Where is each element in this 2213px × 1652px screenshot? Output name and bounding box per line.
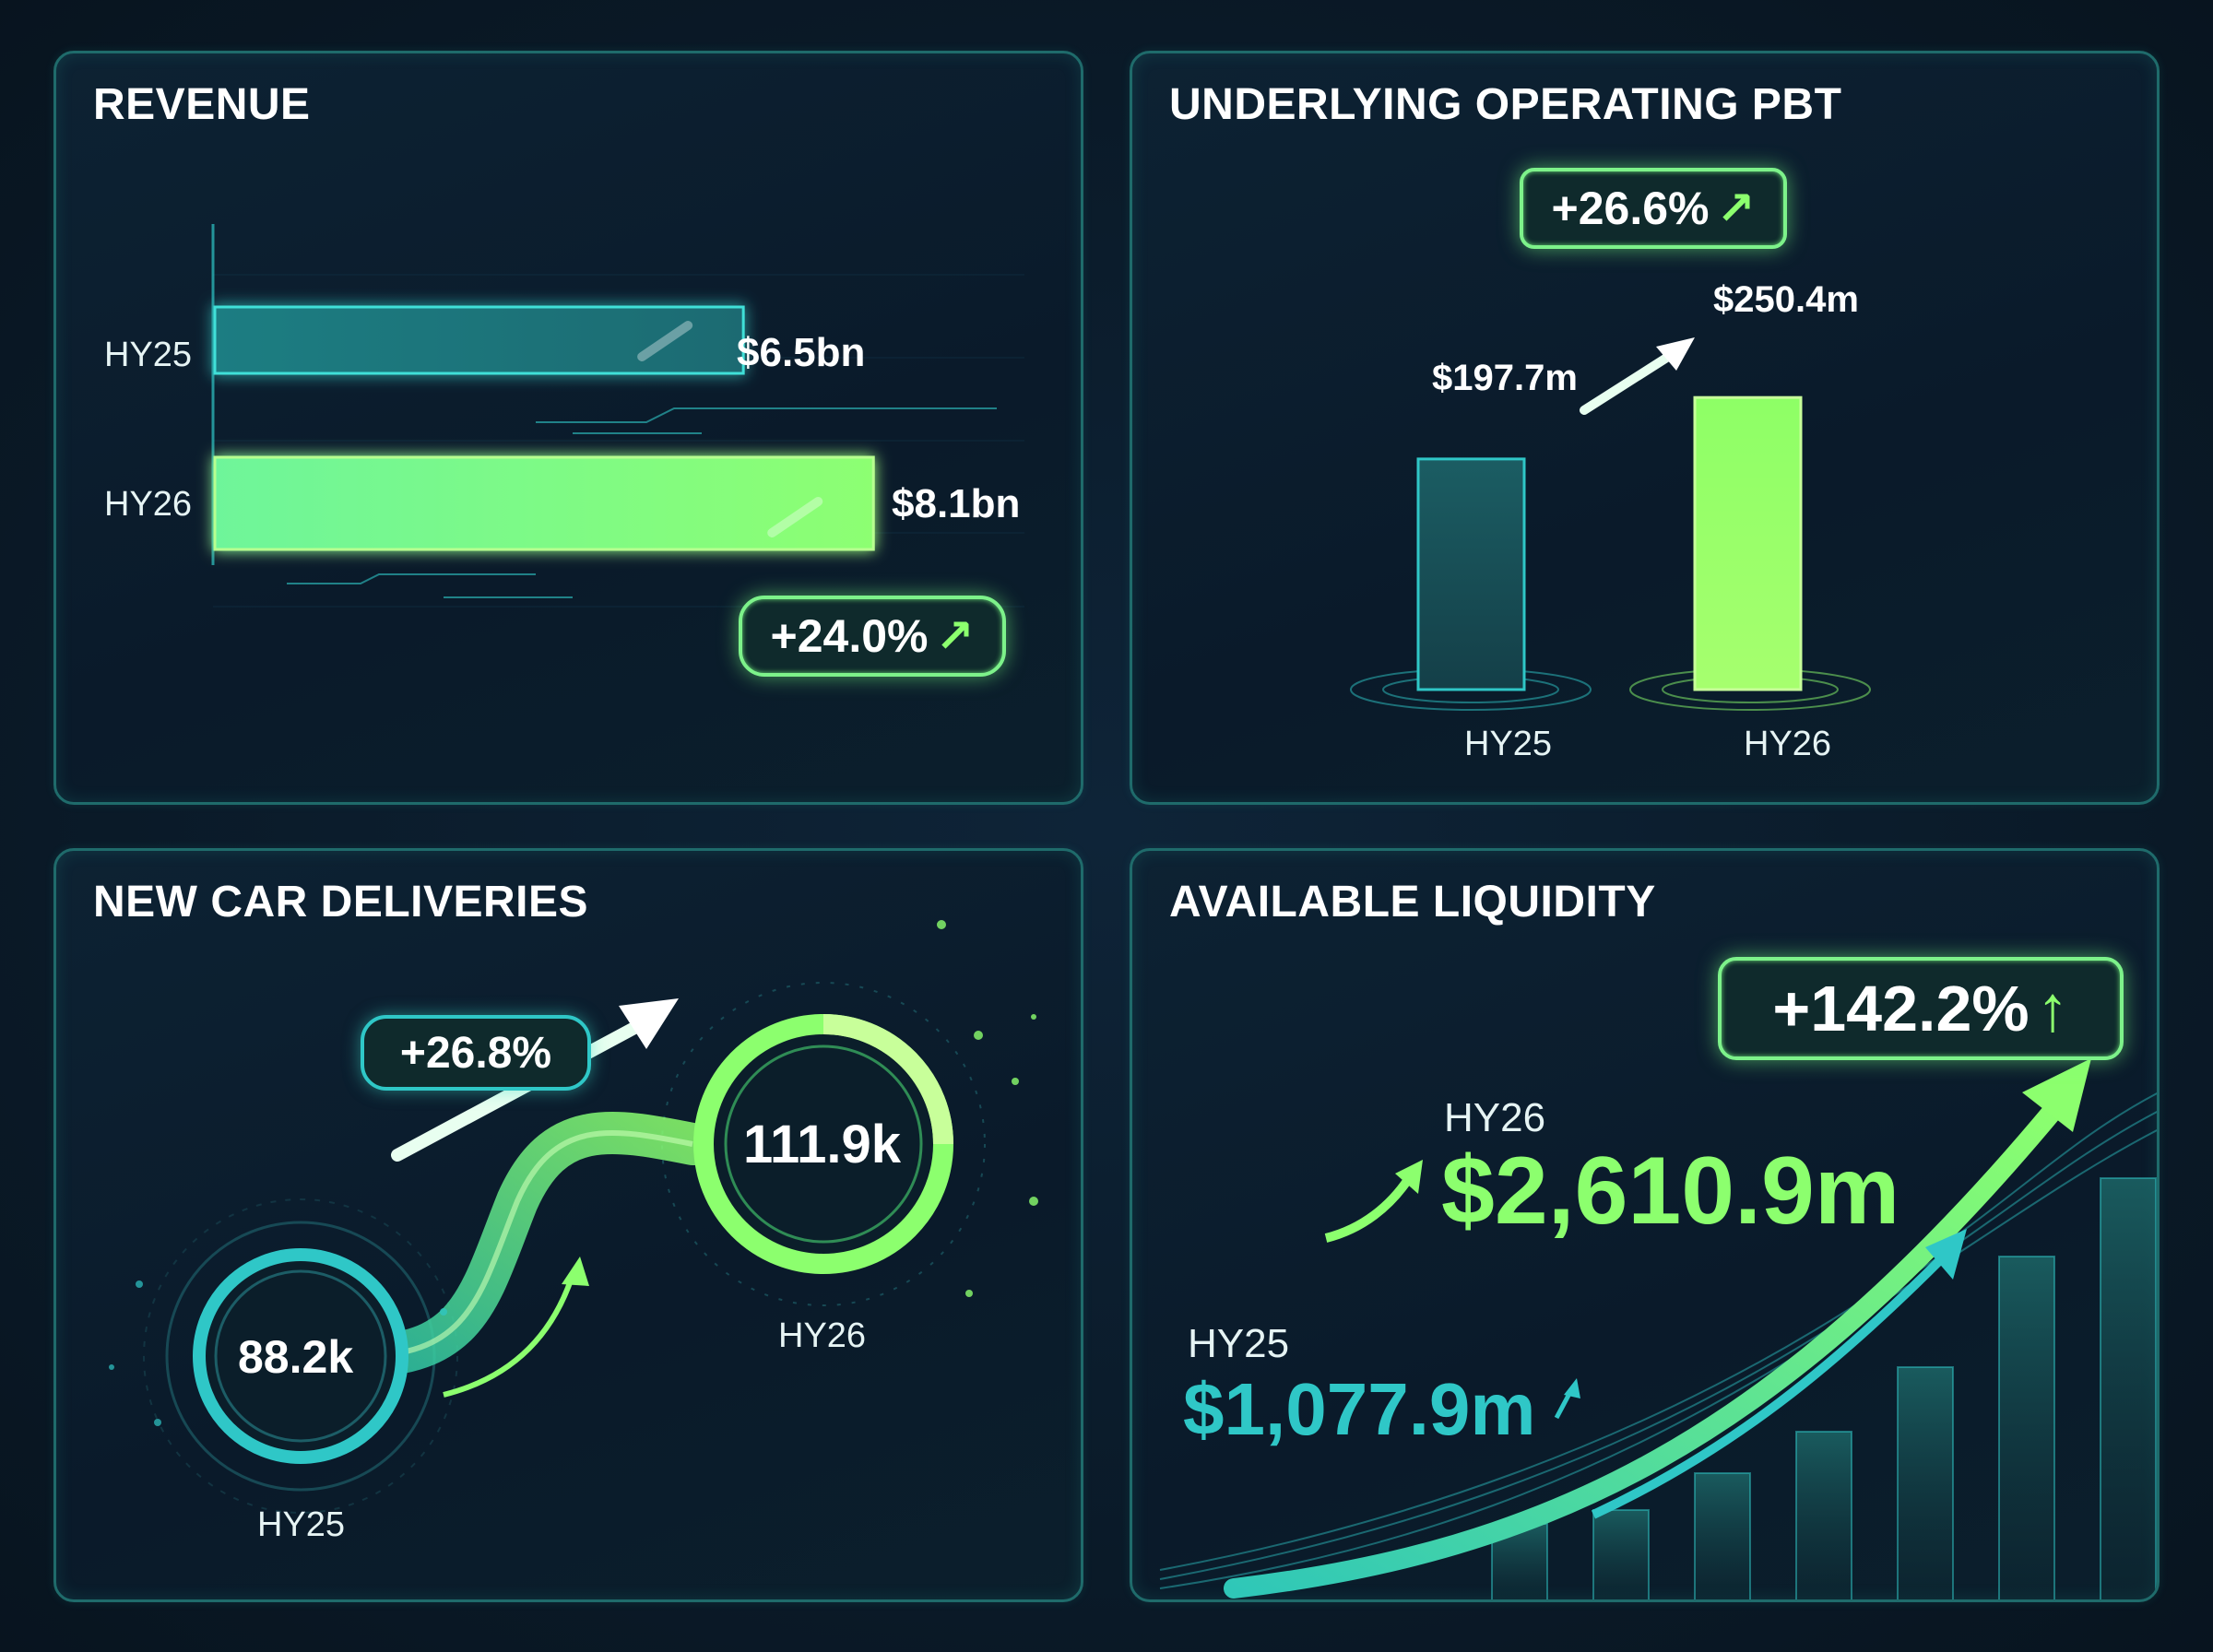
revenue-bar-hy26 [213, 455, 875, 551]
deliveries-value-hy26: 111.9k [743, 1115, 901, 1174]
up-arrow-icon: ↑ [2036, 973, 2069, 1044]
liquidity-value-hy26: $2,610.9m [1441, 1138, 1900, 1245]
up-arrow-icon: ↗ [935, 610, 975, 662]
pbt-title: UNDERLYING OPERATING PBT [1169, 80, 1842, 129]
revenue-title: REVENUE [93, 80, 311, 129]
revenue-chart [211, 224, 1024, 608]
liquidity-chart [1159, 1058, 2157, 1599]
liquidity-trend-arrow [1224, 1058, 2091, 1599]
revenue-cat-hy26: HY26 [104, 485, 193, 524]
pbt-trend-arrow [1580, 337, 1695, 415]
liquidity-cat-hy25: HY25 [1188, 1321, 1290, 1366]
pbt-change-badge: +26.6% ↗ [1520, 168, 1787, 249]
pbt-cat-hy25: HY25 [1464, 725, 1553, 763]
deliveries-change-label: +26.8% [399, 1028, 552, 1078]
revenue-value-hy26: $8.1bn [892, 481, 1021, 526]
liquidity-cat-hy26: HY26 [1444, 1095, 1546, 1140]
revenue-bar-hy25 [213, 305, 745, 375]
pbt-bar-hy26 [1693, 395, 1803, 691]
pbt-value-hy26: $250.4m [1713, 279, 1859, 320]
pbt-panel: UNDERLYING OPERATING PBT $197.7m $250.4m… [1130, 51, 2160, 805]
deliveries-cat-hy25: HY25 [257, 1505, 346, 1544]
deliveries-hy26-ring [693, 1014, 953, 1274]
bar-arrow-icon [767, 497, 823, 537]
bar-arrow-icon [637, 321, 693, 361]
deliveries-change-badge: +26.8% [361, 1015, 591, 1091]
liquidity-change-badge: +142.2% ↑ [1718, 957, 2124, 1060]
revenue-change-badge: +24.0% ↗ [739, 596, 1006, 677]
pbt-cat-hy26: HY26 [1744, 725, 1832, 763]
liquidity-title: AVAILABLE LIQUIDITY [1169, 878, 1656, 926]
revenue-value-hy25: $6.5bn [737, 330, 866, 375]
liquidity-panel: AVAILABLE LIQUIDITY [1130, 848, 2160, 1602]
deliveries-panel: NEW CAR DELIVERIES [53, 848, 1083, 1602]
revenue-change-label: +24.0% [770, 610, 929, 662]
revenue-cat-hy25: HY25 [104, 336, 193, 374]
deliveries-cat-hy26: HY26 [778, 1316, 867, 1355]
pbt-change-label: +26.6% [1551, 183, 1710, 234]
deliveries-chart [109, 920, 1038, 1514]
up-arrow-icon: ↗ [1716, 183, 1756, 234]
deliveries-value-hy25: 88.2k [238, 1331, 354, 1383]
pbt-chart [1350, 337, 1871, 711]
deliveries-hy25-ring [193, 1248, 408, 1464]
liquidity-change-label: +142.2% [1772, 973, 2030, 1044]
pbt-bar-hy25 [1416, 457, 1526, 691]
liquidity-value-hy25: $1,077.9m [1183, 1368, 1536, 1450]
pbt-value-hy25: $197.7m [1432, 358, 1578, 398]
revenue-panel: REVENUE [53, 51, 1083, 805]
deliveries-title: NEW CAR DELIVERIES [93, 878, 589, 926]
